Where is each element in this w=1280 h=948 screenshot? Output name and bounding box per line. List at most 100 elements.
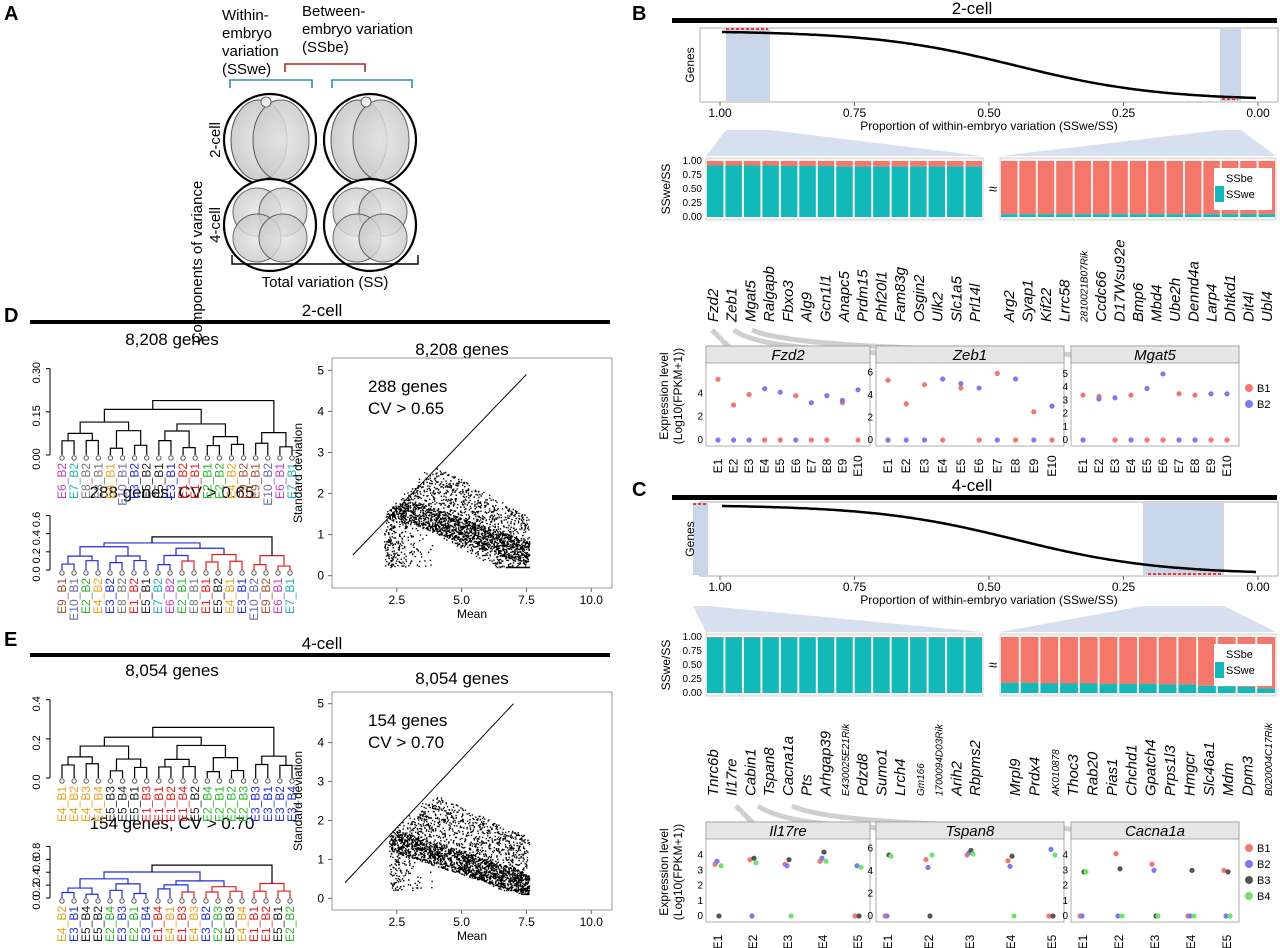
blastomere — [358, 213, 408, 263]
dendro-leaf-label: E10_B2 — [247, 578, 261, 621]
expr-point-b2 — [762, 386, 768, 392]
dendro-branch — [205, 891, 219, 898]
expr-point-b4 — [1227, 913, 1233, 919]
dendro-leaf-node — [144, 778, 150, 784]
dendro-leaf-node — [168, 455, 174, 461]
y-tick-label: 5 — [317, 697, 324, 711]
legend-ssbe: SSbe — [1226, 173, 1253, 185]
expr-point-b1 — [746, 391, 752, 398]
expr-point-b1 — [921, 382, 928, 388]
x-tick-label: 2.5 — [388, 593, 405, 607]
dendro-branch — [109, 447, 124, 455]
expr-plot-fzd2: Fzd2 0 2 4 E1 E2 E3 E4 E5 E6 E7 E8 E9 E10 — [697, 345, 871, 477]
expr-point-b4 — [1119, 913, 1125, 919]
dendro-leaf-label: E1_B2 — [259, 906, 273, 942]
expr-x-label: E10 — [1220, 455, 1234, 477]
panel-d-dendrogram-cv: 0.00.20.40.6E9_B1E10_B1E2_B2E4_B2E3_B2E8… — [31, 512, 297, 621]
right-ssbe-bar — [1074, 161, 1091, 215]
dendro-branch — [61, 440, 75, 455]
dendro-branch — [206, 444, 220, 455]
dendro-leaf-node — [203, 898, 209, 904]
left-ssbe-bar — [780, 161, 798, 167]
dendro-leaf-node — [119, 898, 125, 904]
expr-point-b3 — [751, 855, 757, 861]
gene-label: Prdm15 — [855, 269, 872, 322]
dendro-branch — [67, 756, 93, 765]
dendro-branch — [103, 736, 202, 747]
left-ssbe-bar — [725, 161, 742, 166]
cumulative-curve — [722, 30, 1257, 100]
right-ssbe-bar — [1001, 161, 1018, 215]
scatter-annot-2: CV > 0.65 — [368, 399, 444, 418]
expr-y-tick: 0 — [867, 435, 873, 446]
dendro-leaf-label: E1_B1 — [188, 463, 202, 499]
expr-point-b1 — [976, 437, 982, 443]
dendro-branch — [261, 755, 287, 766]
expr-point-b3 — [1225, 869, 1231, 875]
panel-e-dendrogram-all: 0.00.20.4E4_B1E4_B2E4_B3E4_B4E5_B3E5_B4E… — [31, 696, 299, 822]
dendro-branch — [277, 890, 291, 898]
expr-point-b3 — [1050, 913, 1056, 919]
x-tick-label: 0.25 — [1112, 580, 1136, 594]
expr-point-b3 — [786, 857, 792, 863]
left-ssbe-bar — [743, 161, 761, 166]
right-sswe-bar — [1166, 214, 1183, 217]
dendro-leaf-label: E3_B2 — [103, 578, 117, 614]
expr-point-b1 — [747, 857, 753, 863]
right-ssbe-bar — [1119, 637, 1137, 685]
dendro-branch — [85, 439, 99, 455]
dendro-y-tick: 0.0 — [31, 894, 43, 909]
dendro-leaf-label: E10_B1 — [67, 578, 81, 621]
expr-point-b2 — [958, 380, 964, 387]
y-tick-label: 4 — [317, 736, 324, 750]
dendro-leaf-label: E9_B1 — [249, 463, 263, 499]
gene-label: E430025E21Rik — [841, 723, 852, 796]
within-label: Within- embryo variation (SSwe) — [222, 7, 279, 78]
gene-label: Thoc3 — [1065, 754, 1082, 796]
dendro-leaf-node — [180, 455, 186, 461]
right-sswe-bar — [1240, 214, 1257, 217]
dendro-leaf-label: E4_B1 — [163, 906, 177, 942]
expr-point-b1 — [852, 913, 858, 919]
expr-x-label: E2 — [899, 458, 913, 473]
dendro-leaf-node — [95, 898, 101, 904]
gene-label: Fzd2 — [705, 288, 722, 322]
expr-point-b1 — [730, 402, 737, 408]
between-label: Between- embryo variation (SSbe) — [302, 3, 413, 56]
panel-letter-e: E — [4, 629, 17, 651]
right-ssbe-bar — [1020, 637, 1039, 683]
bar-y-tick: 0.50 — [683, 660, 703, 671]
left-sswe-bar — [947, 166, 964, 217]
gene-label: Mdm — [1220, 763, 1237, 796]
expr-plot-cacna1a: Cacna1a 0 1 2 3 4 E1 E2 E3 E4 E5 — [1062, 821, 1240, 948]
left-ssbe-bar — [928, 161, 946, 167]
panel-a: A Within- embryo variation (SSwe) Betwee… — [4, 3, 419, 343]
row-4cell-label: 4-cell — [207, 207, 224, 243]
x-tick-label: 1.00 — [708, 106, 732, 120]
gene-label: Fbxo3 — [780, 280, 797, 322]
dendro-branch — [176, 423, 227, 437]
dendro-leaf-node — [204, 778, 210, 784]
expr-x-label: E4 — [758, 458, 772, 473]
expr-x-label: E5 — [1220, 934, 1234, 948]
gene-label: Sumo1 — [873, 748, 890, 796]
expr-plot-zeb1: Zeb1 0 2 4 6 E1 E2 E3 E4 E5 E6 E7 E8 E9 E10 — [867, 345, 1065, 477]
dendro-leaf-node — [203, 570, 209, 576]
expr-point-b1 — [1113, 851, 1119, 857]
dendro-branch — [261, 432, 287, 447]
expr-point-b1 — [793, 393, 799, 399]
bar-ylabel: SSwe/SS — [659, 164, 673, 215]
dendro-leaf-node — [144, 455, 150, 461]
dendro-leaf-node — [263, 898, 269, 904]
expr-x-label: E3 — [1108, 458, 1122, 473]
left-ssbe-bar — [947, 637, 964, 638]
expr-point-b4 — [1155, 913, 1161, 919]
left-ssbe-bar — [854, 637, 872, 638]
expr-point-b1 — [1149, 861, 1155, 867]
legend-dot-b1 — [1245, 384, 1253, 392]
dendro-y-tick: 0.0 — [31, 774, 43, 789]
right-sswe-bar — [1129, 214, 1147, 217]
right-ssbe-bar — [1099, 637, 1118, 685]
dendro-leaf-node — [168, 778, 174, 784]
panel-b-curve-plot: Genes 1.00 0.75 0.50 0.25 0.00 Proportion of w… — [683, 27, 1279, 133]
